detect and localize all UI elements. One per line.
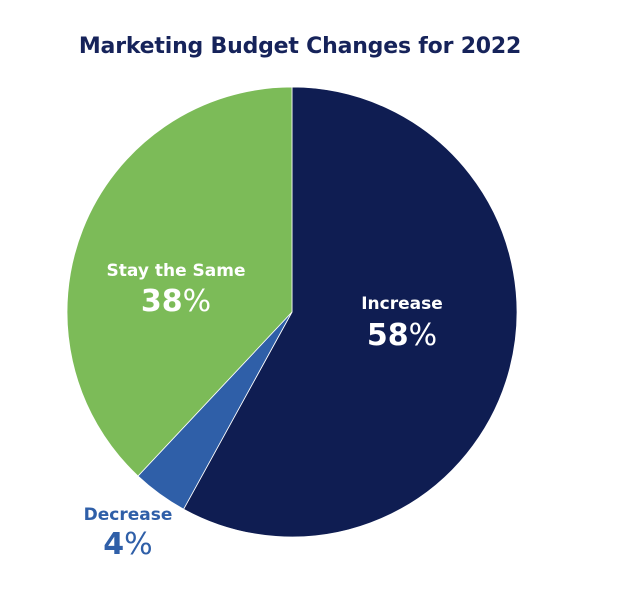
- pie-slice-increase: [183, 86, 518, 538]
- chart-title: Marketing Budget Changes for 2022: [78, 34, 522, 59]
- slice-value-decrease: 4%: [103, 527, 152, 562]
- slice-value-stay-the-same: 38%: [141, 284, 211, 319]
- slice-label-decrease: Decrease: [84, 505, 173, 525]
- pie-slices: [66, 86, 518, 538]
- slice-label-stay-the-same: Stay the Same: [107, 261, 246, 281]
- slice-value-increase: 58%: [367, 318, 437, 353]
- pie-slice-stay-the-same: [66, 86, 293, 477]
- slice-label-increase: Increase: [361, 294, 443, 314]
